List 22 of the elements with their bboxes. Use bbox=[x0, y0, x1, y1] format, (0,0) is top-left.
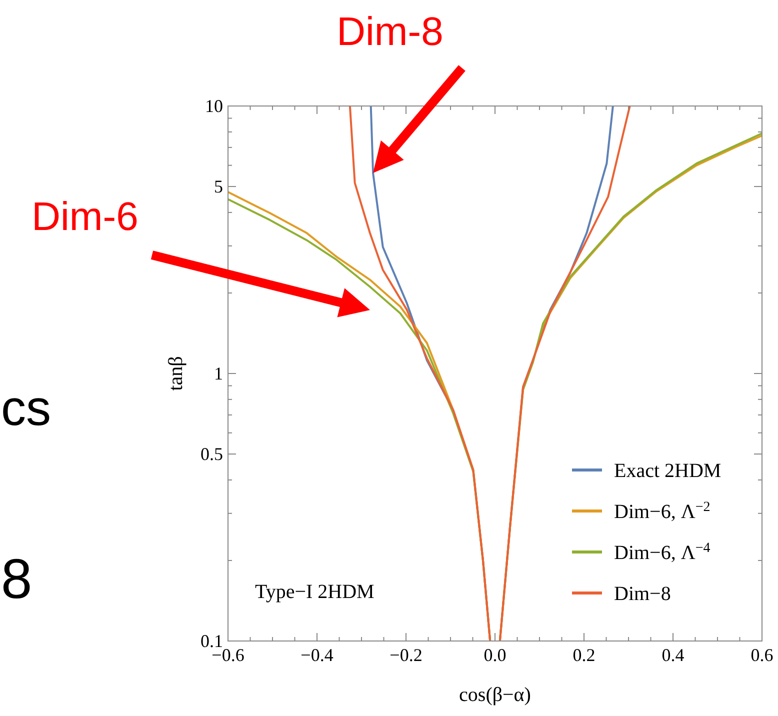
text: cs bbox=[1, 380, 51, 436]
x-tick-label: 0.2 bbox=[572, 645, 596, 665]
text: Dim-8 bbox=[336, 10, 444, 54]
y-axis-title: tanβ bbox=[165, 356, 187, 391]
x-tick-label: 0.4 bbox=[662, 645, 684, 665]
x-axis-title: cos(β−α) bbox=[459, 684, 531, 706]
text: Dim-6 bbox=[32, 195, 138, 239]
y-tick-label: 0.1 bbox=[200, 631, 223, 651]
legend-label: Dim−6, Λ$^{−4}$ bbox=[614, 540, 710, 564]
y-tick-label: 1 bbox=[214, 364, 223, 384]
y-tick-label: 0.5 bbox=[200, 444, 223, 464]
text: 8 bbox=[1, 547, 32, 610]
legend-label: Dim−8 bbox=[614, 583, 671, 605]
legend-label: Dim−6, Λ$^{−2}$ bbox=[614, 500, 710, 523]
annotation: Type−I 2HDM bbox=[255, 581, 375, 603]
x-tick-label: 0.6 bbox=[750, 645, 774, 665]
y-tick-label: 10 bbox=[205, 96, 223, 116]
x-tick-label: −0.4 bbox=[300, 645, 334, 665]
x-tick-label: 0.0 bbox=[484, 645, 506, 665]
legend-label: Exact 2HDM bbox=[614, 460, 722, 482]
y-tick-label: 5 bbox=[214, 176, 223, 197]
x-tick-label: −0.2 bbox=[390, 645, 422, 665]
